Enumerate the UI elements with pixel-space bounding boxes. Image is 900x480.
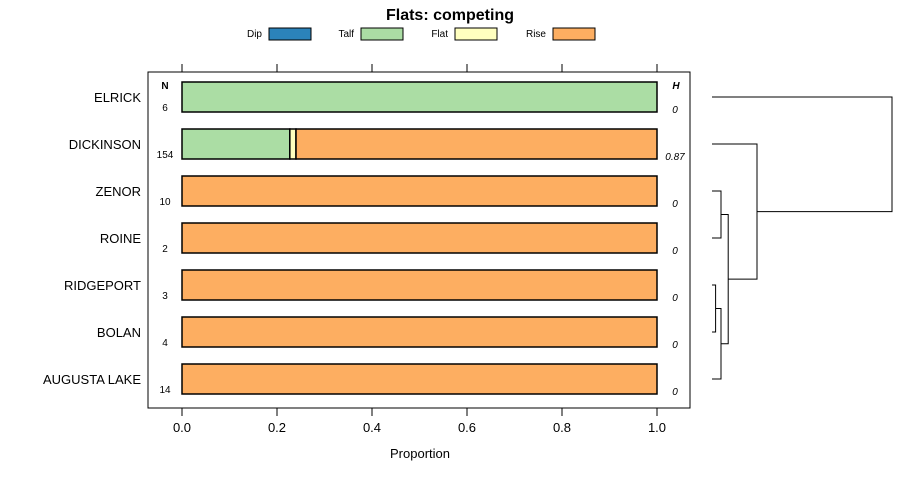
- x-tick-label: 1.0: [648, 420, 666, 435]
- bottom-axis: 0.0 0.2 0.4 0.6 0.8 1.0: [173, 408, 666, 435]
- dendrogram-branch: [712, 308, 722, 380]
- dendrogram: [712, 96, 893, 380]
- dendrogram-merge: [712, 143, 758, 280]
- category-label-zenor: ZENOR: [96, 184, 142, 199]
- h-values: 0 0.87 0 0 0 0 0: [665, 105, 685, 398]
- n-value-bolan: 4: [162, 338, 168, 349]
- n-value-augusta-lake: 14: [159, 385, 171, 396]
- plot-frame: [147, 71, 691, 409]
- legend-label-dip: Dip: [247, 29, 262, 40]
- h-value-ridgeport: 0: [672, 293, 678, 304]
- bar-segment-bolan-rise: [181, 316, 658, 348]
- h-value-dickinson: 0.87: [665, 152, 685, 163]
- category-label-dickinson: DICKINSON: [69, 137, 141, 152]
- bars: [181, 81, 658, 395]
- h-value-elrick: 0: [672, 105, 678, 116]
- n-value-ridgeport: 3: [162, 291, 168, 302]
- h-value-zenor: 0: [672, 199, 678, 210]
- n-column-header: N: [161, 81, 168, 92]
- dendrogram-merge: [712, 96, 893, 213]
- bar-row-elrick: [181, 81, 658, 113]
- bar-row-dickinson: [181, 128, 658, 160]
- category-labels: ELRICK DICKINSON ZENOR ROINE RIDGEPORT BOLAN A…: [43, 90, 141, 387]
- bar-row-bolan: [181, 316, 658, 348]
- category-label-elrick: ELRICK: [94, 90, 141, 105]
- x-tick-label: 0.2: [268, 420, 286, 435]
- dendrogram-merge: [712, 308, 722, 380]
- h-value-augusta-lake: 0: [672, 387, 678, 398]
- category-label-roine: ROINE: [100, 231, 142, 246]
- legend: Dip Talf Flat Rise: [247, 27, 596, 41]
- x-tick-label: 0.8: [553, 420, 571, 435]
- dendrogram-merge: [712, 284, 717, 333]
- legend-label-talf: Talf: [338, 29, 354, 40]
- n-value-dickinson: 154: [157, 150, 174, 161]
- legend-label-flat: Flat: [431, 29, 448, 40]
- bar-row-ridgeport: [181, 269, 658, 301]
- n-values: 6 154 10 2 3 4 14: [157, 103, 174, 396]
- x-tick-label: 0.6: [458, 420, 476, 435]
- dendrogram-merge: [721, 214, 729, 345]
- x-axis-title: Proportion: [390, 446, 450, 461]
- legend-swatch-flat: [454, 27, 498, 41]
- legend-label-rise: Rise: [526, 29, 546, 40]
- bar-row-zenor: [181, 175, 658, 207]
- bar-row-augusta-lake: [181, 363, 658, 395]
- bar-segment-augusta-lake-rise: [181, 363, 658, 395]
- top-axis-ticks: [181, 64, 658, 72]
- category-label-augusta-lake: AUGUSTA LAKE: [43, 372, 141, 387]
- dendrogram-merge: [712, 190, 722, 239]
- dendrogram-branch: [721, 214, 729, 345]
- dendrogram-branch: [712, 96, 893, 213]
- bar-segment-ridgeport-rise: [181, 269, 658, 301]
- legend-swatch-rise: [552, 27, 596, 41]
- bar-segment-roine-rise: [181, 222, 658, 254]
- x-tick-label: 0.4: [363, 420, 381, 435]
- dendrogram-branch: [712, 143, 758, 280]
- legend-swatch-talf: [360, 27, 404, 41]
- n-value-elrick: 6: [162, 103, 168, 114]
- bar-segment-elrick-talf: [181, 81, 658, 113]
- bar-segment-dickinson-flat: [289, 128, 297, 160]
- category-label-ridgeport: RIDGEPORT: [64, 278, 141, 293]
- bar-segment-dickinson-talf: [181, 128, 291, 160]
- h-column-header: H: [672, 81, 680, 92]
- n-value-roine: 2: [162, 244, 168, 255]
- legend-swatch-dip: [268, 27, 312, 41]
- bar-segment-zenor-rise: [181, 175, 658, 207]
- x-tick-label: 0.0: [173, 420, 191, 435]
- dendrogram-branch: [712, 190, 722, 239]
- bar-row-roine: [181, 222, 658, 254]
- h-value-bolan: 0: [672, 340, 678, 351]
- chart-title: Flats: competing: [386, 7, 514, 24]
- bar-segment-dickinson-rise: [295, 128, 658, 160]
- category-label-bolan: BOLAN: [97, 325, 141, 340]
- n-value-zenor: 10: [159, 197, 171, 208]
- dendrogram-branch: [712, 284, 717, 333]
- h-value-roine: 0: [672, 246, 678, 257]
